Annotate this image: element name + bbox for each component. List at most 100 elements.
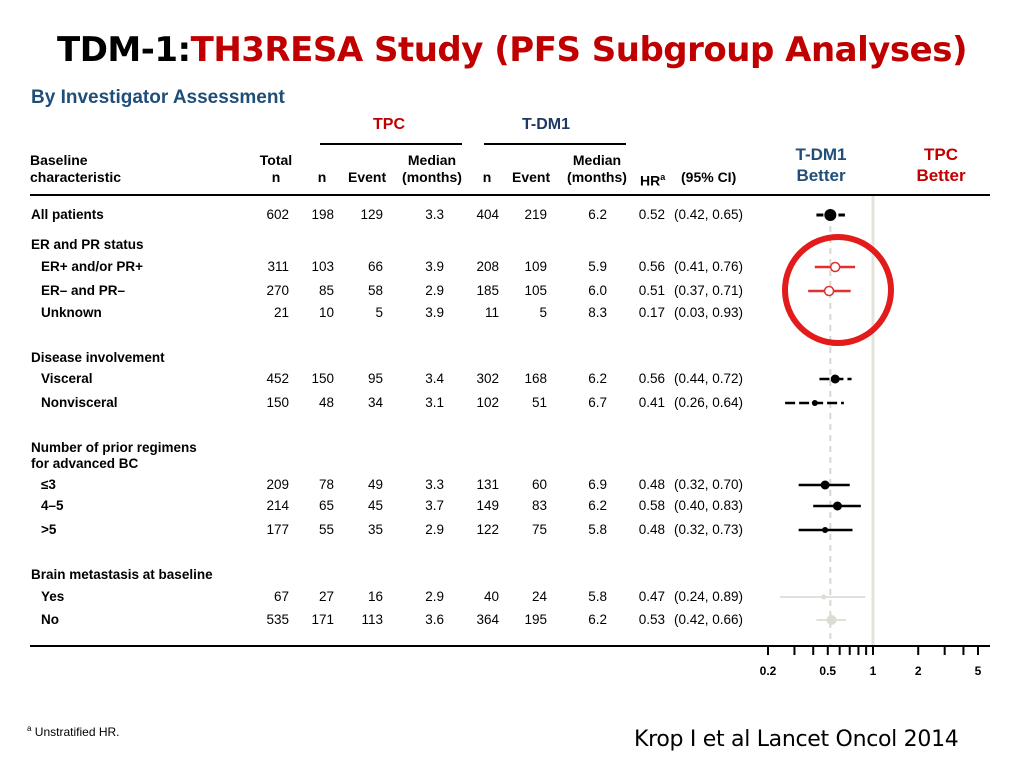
- cell-tdm-median: 6.2: [588, 612, 607, 627]
- cell-tdm-median: 5.8: [588, 589, 607, 604]
- cell-hr-text: 0.53: [638, 612, 665, 627]
- cell-ci: (0.44, 0.72): [674, 371, 744, 386]
- cell-tpc-n: 198: [311, 207, 334, 222]
- cell-tpc-median: 3.4: [425, 371, 444, 386]
- hr-point: [829, 261, 841, 273]
- row-label: 4–5: [41, 498, 64, 513]
- cell-tdm-n: 149: [476, 498, 499, 513]
- cell-tpc-event: 129: [360, 207, 383, 222]
- group-header: Brain metastasis at baseline: [31, 567, 213, 582]
- cell-tdm-n: 302: [476, 371, 499, 386]
- cell-ci: (0.40, 0.83): [674, 498, 744, 513]
- hr-point: [826, 615, 837, 625]
- cell-hr-text: 0.51: [638, 283, 665, 298]
- cell-tpc-event: 113: [361, 612, 383, 627]
- cell-tpc-median: 2.9: [425, 522, 444, 537]
- cell-ci: (0.26, 0.64): [674, 395, 744, 410]
- cell-tpc-median: 3.6: [425, 612, 444, 627]
- cell-tpc-median: 3.3: [425, 477, 444, 492]
- header-ci: (95% CI): [681, 169, 737, 185]
- cell-ci: (0.42, 0.65): [674, 207, 744, 222]
- header-tpc-median: Median (months): [402, 152, 462, 185]
- header-tpc-event: Event: [348, 169, 387, 185]
- row-label: ER– and PR–: [41, 283, 126, 298]
- citation: Krop I et al Lancet Oncol 2014: [634, 727, 959, 752]
- cell-hr-text: 0.48: [638, 477, 665, 492]
- hr-point: [811, 400, 818, 406]
- cell-tpc-median: 3.9: [425, 259, 444, 274]
- axis-tick-label: 2: [915, 664, 922, 678]
- cell-tpc-n: 150: [311, 371, 334, 386]
- cell-tdm-median: 5.8: [588, 522, 607, 537]
- cell-ci: (0.42, 0.66): [674, 612, 744, 627]
- axis-tick-label: 5: [975, 664, 982, 678]
- cell-tdm-event: 105: [524, 283, 547, 298]
- axis-tick-label: 1: [870, 664, 877, 678]
- cell-tdm-median: 6.2: [588, 371, 607, 386]
- group-header: ER and PR status: [31, 237, 144, 252]
- cell-tdm-n: 364: [476, 612, 499, 627]
- hr-point: [820, 480, 830, 490]
- cell-tpc-event: 45: [367, 498, 383, 513]
- cell-hr-text: 0.56: [638, 371, 665, 386]
- cell-tdm-event: 75: [531, 522, 547, 537]
- cell-tdm-median: 6.2: [588, 498, 607, 513]
- cell-tpc-median: 3.1: [425, 395, 444, 410]
- hr-point: [821, 594, 827, 600]
- cell-tdm-event: 5: [539, 305, 547, 320]
- cell-tdm-event: 51: [531, 395, 547, 410]
- table-top-rule: [30, 194, 990, 196]
- cell-ci: (0.37, 0.71): [674, 283, 744, 298]
- group-tpc-label: TPC: [373, 116, 405, 133]
- cell-tpc-event: 35: [367, 522, 383, 537]
- cell-tpc-event: 95: [367, 371, 383, 386]
- cell-tdm-n: 208: [476, 259, 499, 274]
- cell-total: 67: [273, 589, 289, 604]
- cell-tpc-median: 3.7: [425, 498, 444, 513]
- cell-hr-text: 0.17: [638, 305, 665, 320]
- cell-tdm-n: 122: [476, 522, 499, 537]
- cell-tpc-median: 3.9: [425, 305, 444, 320]
- cell-tdm-event: 24: [531, 589, 547, 604]
- cell-tpc-n: 55: [318, 522, 334, 537]
- group-header-cont: for advanced BC: [31, 456, 139, 471]
- row-label: >5: [41, 522, 57, 537]
- cell-tpc-event: 5: [375, 305, 383, 320]
- cell-tdm-median: 8.3: [588, 305, 607, 320]
- cell-tpc-median: 2.9: [425, 283, 444, 298]
- cell-tdm-median: 5.9: [588, 259, 607, 274]
- row-label: All patients: [31, 207, 104, 222]
- cell-tdm-event: 195: [524, 612, 547, 627]
- axis-tick-label: 0.2: [760, 664, 777, 678]
- cell-tpc-event: 66: [367, 259, 383, 274]
- slide-title: TDM-1:TH3RESA Study (PFS Subgroup Analys…: [0, 30, 1024, 70]
- cell-hr-text: 0.47: [638, 589, 665, 604]
- cell-tdm-median: 6.7: [588, 395, 607, 410]
- hr-point: [824, 209, 837, 221]
- hr-point: [830, 374, 840, 384]
- cell-tpc-n: 27: [318, 589, 334, 604]
- row-label: Unknown: [41, 305, 102, 320]
- cell-tdm-n: 40: [483, 589, 499, 604]
- cell-tpc-n: 171: [311, 612, 334, 627]
- header-total: Total n: [259, 152, 293, 185]
- cell-hr-text: 0.52: [638, 207, 665, 222]
- cell-tdm-n: 185: [476, 283, 499, 298]
- header-tdm1-event: Event: [512, 169, 551, 185]
- footnote: a Unstratified HR.: [27, 724, 120, 739]
- cell-ci: (0.32, 0.73): [674, 522, 744, 537]
- group-tdm1-label: T-DM1: [522, 116, 570, 133]
- cell-tpc-n: 10: [318, 305, 334, 320]
- cell-total: 214: [266, 498, 289, 513]
- cell-hr-text: 0.56: [638, 259, 665, 274]
- cell-ci: (0.41, 0.76): [674, 259, 744, 274]
- cell-tdm-median: 6.9: [588, 477, 607, 492]
- tdm1-better-label: T-DM1 Better: [795, 145, 847, 185]
- header-baseline: Baseline characteristic: [30, 152, 122, 185]
- cell-tdm-event: 60: [531, 477, 547, 492]
- cell-tdm-n: 404: [476, 207, 499, 222]
- cell-tpc-median: 3.3: [425, 207, 444, 222]
- cell-tpc-median: 2.9: [425, 589, 444, 604]
- cell-tdm-event: 109: [524, 259, 547, 274]
